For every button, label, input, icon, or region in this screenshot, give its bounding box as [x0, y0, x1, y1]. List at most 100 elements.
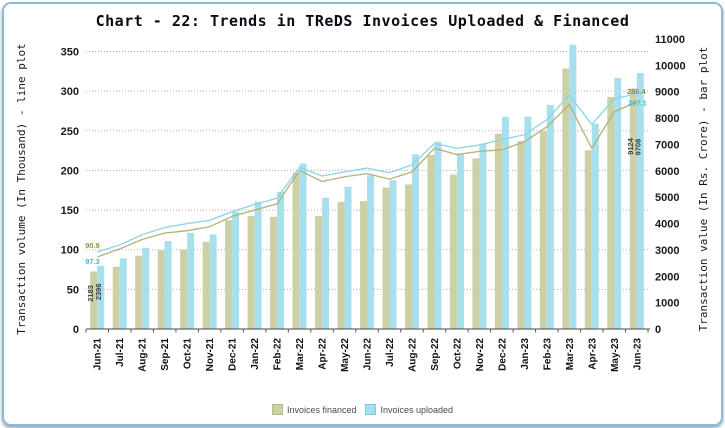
bar-financed-Oct-21	[180, 249, 188, 329]
bar-financed-Aug-21	[135, 255, 143, 329]
right-axis-tick: 11000	[655, 34, 685, 46]
x-axis-label: Jun-21	[93, 338, 104, 371]
line-series	[97, 92, 638, 258]
bars-financed	[90, 68, 637, 329]
bar-uploaded-Dec-22	[501, 116, 509, 329]
line-uploaded	[97, 92, 637, 253]
bar-financed-Dec-21	[225, 220, 233, 329]
chart-title: Chart - 22: Trends in TReDS Invoices Upl…	[95, 12, 630, 30]
bar-uploaded-Apr-23	[591, 123, 599, 329]
annotation-9708: 9708	[634, 139, 643, 156]
bar-financed-Jul-21	[112, 266, 120, 329]
bar-uploaded-Jun-23	[636, 73, 644, 329]
chart-plot: Transaction volume (In Thousand) - line …	[15, 34, 710, 372]
bar-financed-Nov-21	[202, 241, 210, 329]
bar-financed-May-22	[337, 201, 345, 329]
bar-financed-Feb-22	[270, 216, 278, 329]
left-axis-tick: 300	[61, 86, 79, 98]
bar-financed-Apr-23	[584, 150, 592, 329]
bar-financed-Aug-22	[404, 184, 412, 329]
bar-uploaded-Sep-22	[434, 141, 442, 329]
bar-financed-Apr-22	[315, 216, 323, 329]
x-axis-label: Jun-22	[363, 338, 374, 371]
bar-uploaded-Aug-21	[142, 247, 150, 329]
line-financed	[97, 101, 638, 258]
x-axis-label: Nov-21	[205, 338, 216, 372]
x-axis-label: Jan-22	[250, 338, 261, 370]
bar-financed-Mar-23	[562, 68, 570, 329]
bar-uploaded-Nov-22	[479, 143, 487, 329]
left-axis-tick: 0	[73, 324, 79, 336]
bar-series	[90, 44, 644, 330]
legend-label-uploaded: Invoices uploaded	[380, 404, 454, 415]
x-axis-label: Jul-22	[385, 338, 396, 367]
x-axis-label: Dec-22	[497, 338, 508, 371]
legend-item-financed: Invoices financed	[271, 404, 356, 415]
annotation-2183: 2183	[86, 285, 95, 302]
right-axis-tick: 5000	[655, 192, 679, 204]
bar-uploaded-Oct-22	[456, 153, 464, 329]
bar-financed-Sep-22	[427, 155, 435, 329]
bar-uploaded-Mar-22	[299, 163, 307, 329]
bar-uploaded-Jan-22	[254, 201, 262, 329]
bar-uploaded-Feb-22	[277, 191, 285, 329]
annotation-97.3: 97.3	[85, 257, 100, 266]
x-axis-label: Feb-23	[542, 338, 553, 371]
right-axis-tick: 10000	[655, 60, 686, 72]
bar-financed-Jan-23	[517, 141, 525, 329]
left-axis-title: Transaction volume (In Thousand) - line …	[15, 43, 28, 334]
bar-uploaded-Aug-22	[411, 154, 419, 329]
x-axis-label: May-22	[340, 338, 351, 372]
legend-swatch-financed-icon	[271, 404, 283, 415]
left-axis-tick: 100	[61, 245, 79, 257]
bar-financed-May-23	[607, 97, 615, 329]
bars-uploaded	[97, 44, 644, 330]
annotation-297.1: 297.1	[628, 98, 647, 107]
left-axis-tick: 50	[67, 284, 79, 296]
bar-financed-Jun-21	[90, 271, 98, 329]
x-axis-label: Mar-22	[295, 338, 306, 371]
right-axis-tick: 6000	[655, 166, 679, 178]
bar-financed-Feb-23	[539, 131, 547, 329]
right-axis-tick: 3000	[655, 245, 679, 257]
bar-uploaded-Oct-21	[187, 232, 195, 329]
bar-uploaded-May-23	[614, 78, 622, 329]
axes: 0 50 100 150 200 250 300 350 0 1000 2000 3000 4000 50…	[61, 34, 686, 372]
legend-swatch-uploaded-icon	[365, 404, 377, 415]
legend-item-uploaded: Invoices uploaded	[365, 404, 453, 415]
right-axis-tick: 1000	[655, 298, 679, 310]
x-axis-label: Aug-21	[138, 338, 149, 372]
x-axis-label: Mar-23	[565, 338, 576, 371]
x-axis-label: Feb-22	[273, 338, 284, 371]
bar-financed-Jul-22	[382, 187, 390, 329]
bar-financed-Jun-22	[360, 201, 367, 329]
legend: Invoices financed Invoices uploaded	[4, 404, 721, 415]
bar-uploaded-Sep-21	[164, 241, 172, 329]
x-axis-label: Jun-23	[632, 338, 643, 371]
bar-uploaded-Jul-21	[119, 258, 127, 329]
x-axis-label: Oct-21	[183, 338, 194, 370]
bar-uploaded-Mar-23	[569, 44, 577, 330]
bar-uploaded-Dec-21	[232, 211, 240, 329]
bar-financed-Jun-23	[629, 88, 637, 329]
bar-financed-Mar-22	[292, 172, 300, 329]
annotation-9124: 9124	[626, 137, 635, 155]
bar-financed-Dec-22	[494, 133, 502, 329]
right-axis-tick: 0	[655, 324, 661, 336]
left-axis-tick: 250	[61, 126, 79, 138]
x-axis-label: Apr-23	[587, 338, 598, 370]
bar-uploaded-Jan-23	[524, 116, 532, 329]
right-axis-tick: 8000	[655, 113, 679, 125]
bar-uploaded-Jul-22	[389, 180, 397, 329]
annotation-286.4: 286.4	[627, 87, 647, 96]
x-axis-label: Sep-21	[160, 338, 171, 371]
x-axis-label: Aug-22	[407, 338, 418, 372]
right-axis-tick: 4000	[655, 219, 679, 231]
x-axis-label: Nov-22	[475, 338, 486, 372]
annotation-2396: 2396	[94, 283, 103, 300]
left-axis-tick: 150	[61, 205, 79, 217]
bar-financed-Oct-22	[449, 174, 457, 329]
right-axis-tick: 2000	[655, 271, 679, 283]
right-axis-tick: 9000	[655, 87, 679, 99]
